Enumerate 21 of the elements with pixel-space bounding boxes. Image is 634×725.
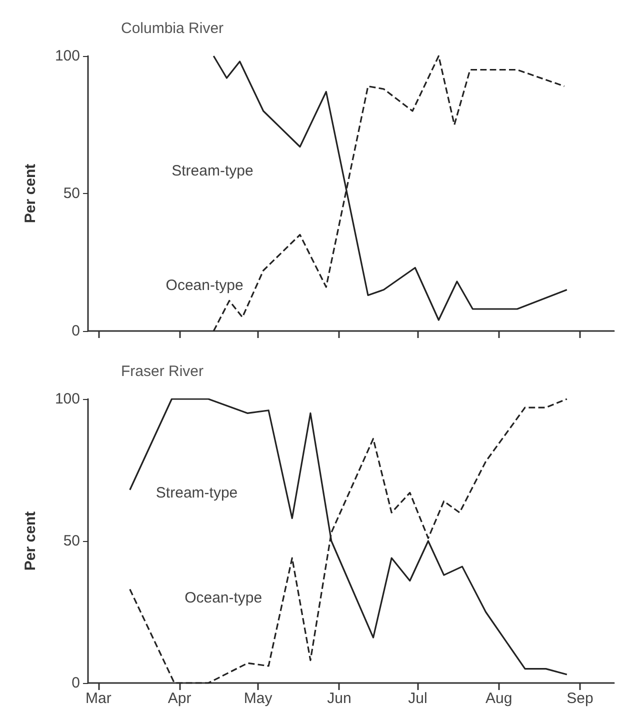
y-tick-label: 0 xyxy=(72,322,80,340)
x-tick-label: Apr xyxy=(168,690,192,707)
series-label: Ocean-type xyxy=(166,277,244,294)
x-tick-label: Jul xyxy=(408,690,428,707)
series-label: Ocean-type xyxy=(184,590,262,607)
x-tick-label: Aug xyxy=(486,690,512,707)
y-axis-title: Per cent xyxy=(22,164,39,224)
y-axis-title: Per cent xyxy=(22,511,39,571)
text: Stream-type xyxy=(172,162,254,180)
chart-title: Fraser River xyxy=(121,363,204,380)
chart-title: Columbia River xyxy=(121,20,224,37)
x-tick-label: May xyxy=(244,690,273,707)
y-tick-label: 100 xyxy=(54,390,80,408)
y-tick-label: 100 xyxy=(54,48,80,64)
y-tick-label: 50 xyxy=(63,185,80,202)
series-label: Stream-type xyxy=(156,484,238,502)
x-tick-label: Sep xyxy=(566,690,594,707)
y-tick-label: 50 xyxy=(63,532,80,550)
y-tick-label: 0 xyxy=(72,674,80,692)
x-tick-label: Jun xyxy=(327,690,352,707)
x-tick-label: Mar xyxy=(86,690,112,707)
